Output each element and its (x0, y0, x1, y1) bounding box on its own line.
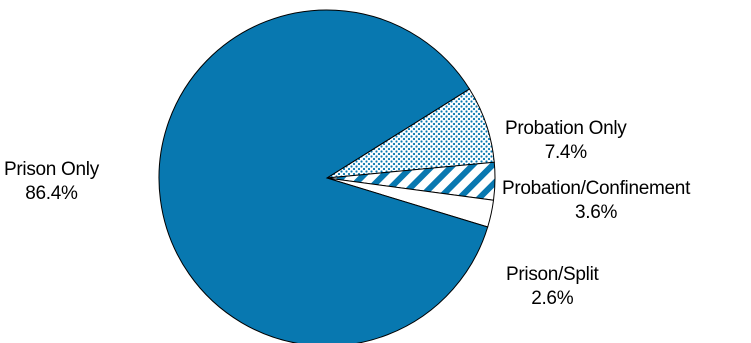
slice-label-prison-only-name: Prison Only (4, 159, 99, 180)
slice-label-probation-only-value: 7.4% (544, 142, 587, 163)
slice-label-prison-split-name: Prison/Split (506, 264, 599, 285)
slice-label-probation-confinement-value: 3.6% (574, 202, 618, 223)
slice-label-probation-only: Probation Only 7.4% (505, 117, 627, 165)
pie-slices (158, 9, 496, 343)
slice-label-probation-only-name: Probation Only (505, 118, 627, 139)
slice-label-prison-only: Prison Only 86.4% (4, 158, 99, 206)
pie-slice-prison-only (158, 9, 489, 343)
slice-label-probation-confinement: Probation/Confinement 3.6% (502, 177, 690, 225)
slice-label-prison-only-value: 86.4% (25, 183, 78, 204)
slice-label-probation-confinement-name: Probation/Confinement (502, 178, 691, 199)
slice-label-prison-split-value: 2.6% (531, 288, 574, 309)
slice-label-prison-split: Prison/Split 2.6% (506, 263, 599, 311)
